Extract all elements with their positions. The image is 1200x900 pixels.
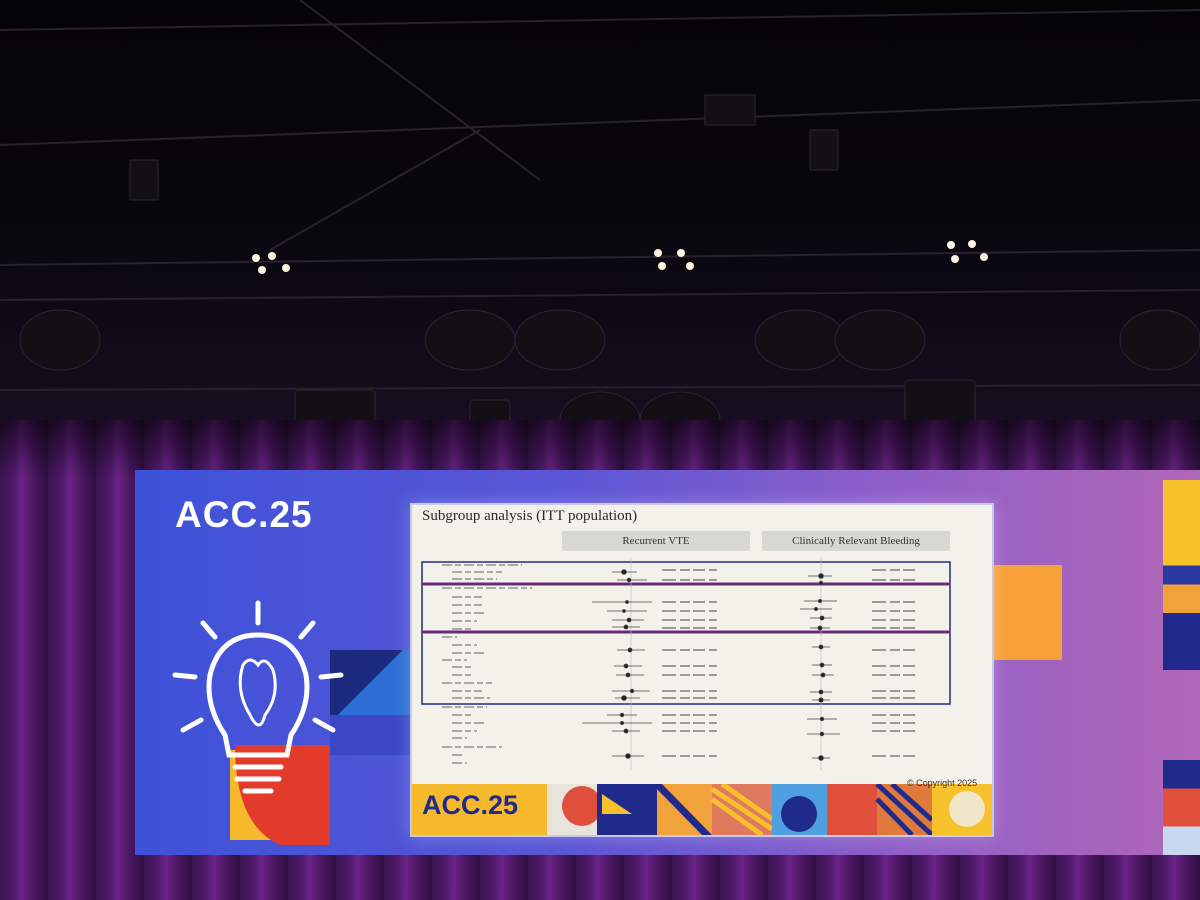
lightbulb-heart-icon: [165, 595, 345, 845]
slide-footer-art: [412, 784, 992, 835]
recurrent-vte-header: Recurrent VTE: [562, 531, 750, 551]
deco-right-strip: [1163, 480, 1200, 670]
stage-logo: ACC.25: [175, 494, 313, 535]
ceiling-truss: [0, 0, 1200, 486]
slide-title: Subgroup analysis (ITT population): [422, 508, 638, 524]
projected-slide: Subgroup analysis (ITT population) Recur…: [410, 503, 994, 837]
truss-lines: [0, 0, 1200, 486]
deco-right-strip-low: [1163, 760, 1200, 855]
forest-plot: [421, 557, 951, 770]
deco-triangle: [330, 650, 410, 715]
bleeding-header: Clinically Relevant Bleeding: [762, 531, 950, 551]
deco-blue-block: [330, 715, 410, 755]
slide-footer-logo: ACC.25: [422, 790, 519, 820]
copyright-text: © Copyright 2025: [907, 778, 978, 788]
deco-orange-block: [990, 565, 1062, 660]
